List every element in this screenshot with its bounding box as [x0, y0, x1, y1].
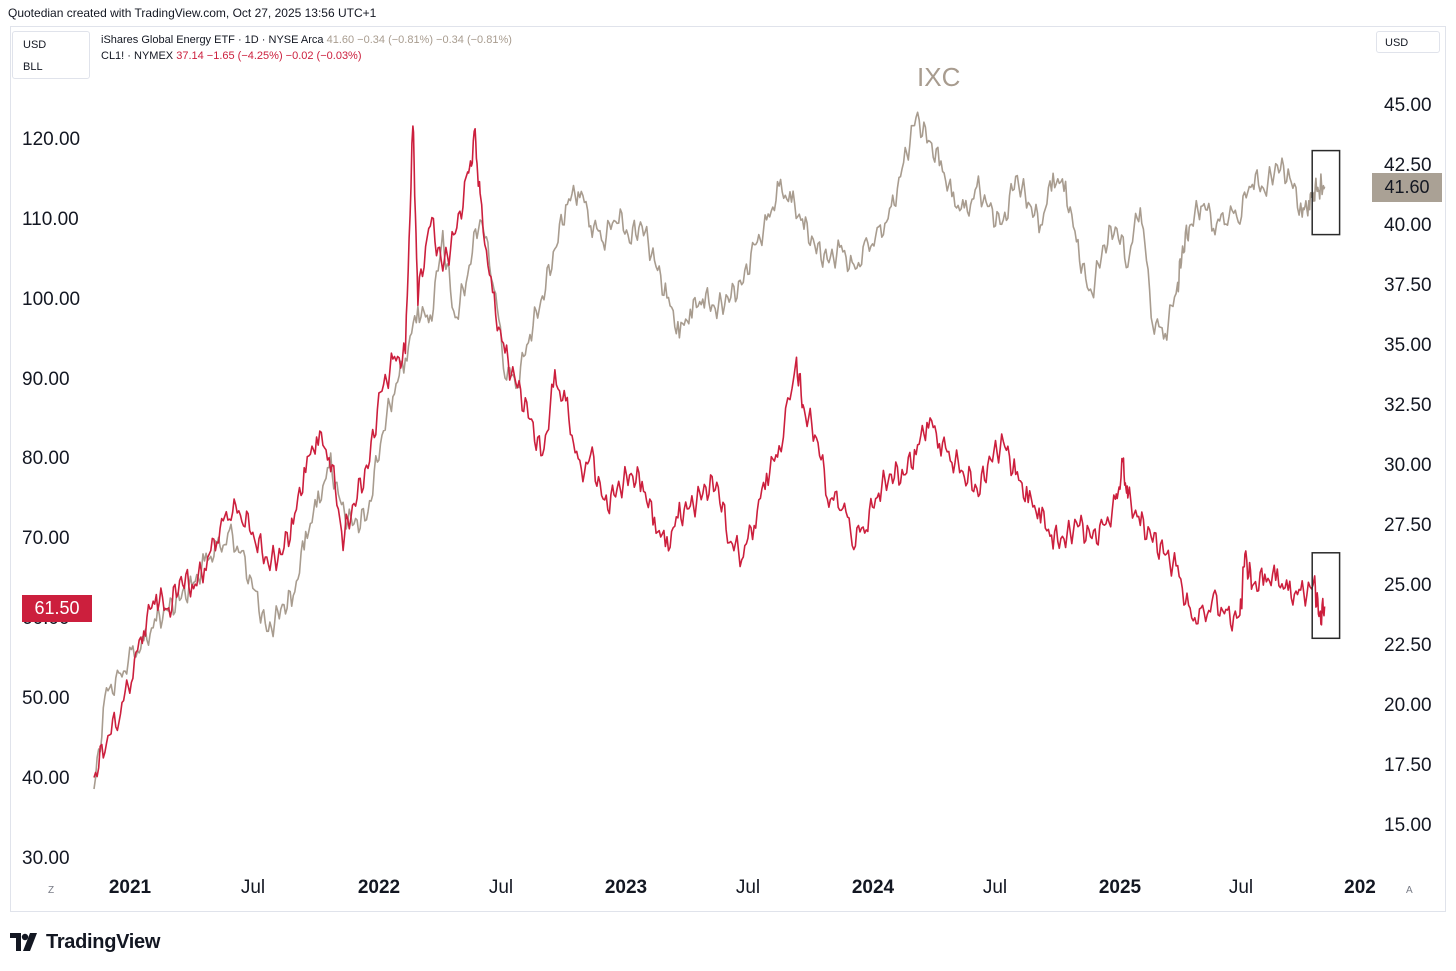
time-tick-label: 2023 — [604, 877, 648, 898]
time-tick-label: 2025 — [1098, 877, 1142, 898]
right-tick-label: 40.00 — [1384, 215, 1432, 236]
zoom-corner-mark[interactable]: Z — [48, 885, 55, 896]
time-tick-label: Jul — [240, 877, 266, 898]
time-tick-label: Jul — [488, 877, 514, 898]
right-tick-label: 42.50 — [1384, 155, 1432, 176]
time-tick-label: Jul — [735, 877, 761, 898]
left-unit-selector[interactable]: USD BLL — [12, 31, 90, 79]
right-tick-label: 32.50 — [1384, 395, 1432, 416]
left-tick-label: 70.00 — [22, 528, 70, 549]
ixc-price-line[interactable] — [93, 111, 1326, 790]
time-tick-label: 202 — [1344, 877, 1376, 898]
left-unit-label: BLL — [23, 61, 43, 73]
legend-ixc[interactable]: iShares Global Energy ETF · 1D · NYSE Ar… — [101, 34, 512, 46]
right-tick-label: 27.50 — [1384, 515, 1432, 536]
left-currency-label: USD — [23, 39, 47, 51]
right-tick-label: 45.00 — [1384, 95, 1432, 116]
series-title-ixc: IXC — [917, 62, 961, 92]
oil-last-price-tag: 61.50 — [22, 595, 92, 622]
auto-scale-corner-mark[interactable]: A — [1406, 885, 1413, 896]
right-tick-label: 25.00 — [1384, 575, 1432, 596]
tradingview-logo[interactable]: TradingView — [10, 929, 160, 955]
right-tick-label: 37.50 — [1384, 275, 1432, 296]
legend-ixc-values: 41.60 −0.34 (−0.81%) −0.34 (−0.81%) — [326, 34, 512, 46]
time-tick-label: 2022 — [357, 877, 401, 898]
right-tick-label: 17.50 — [1384, 755, 1432, 776]
legend-oil-name: CL1! · NYMEX — [101, 50, 174, 62]
ixc-last-price-tag: 41.60 — [1372, 173, 1442, 202]
left-tick-label: 50.00 — [22, 688, 70, 709]
right-tick-label: 35.00 — [1384, 335, 1432, 356]
right-currency-selector[interactable]: USD — [1376, 31, 1440, 53]
chart-caption: Quotedian created with TradingView.com, … — [8, 6, 377, 20]
left-tick-label: 80.00 — [22, 448, 70, 469]
ixc-highlight-box[interactable] — [1311, 149, 1341, 236]
right-tick-label: 22.50 — [1384, 635, 1432, 656]
legend-ixc-name: iShares Global Energy ETF · 1D · NYSE Ar… — [101, 34, 324, 46]
left-tick-label: 120.00 — [22, 129, 81, 150]
time-tick-label: 2021 — [108, 877, 152, 898]
tradingview-logo-icon — [10, 933, 37, 951]
time-tick-label: 2024 — [851, 877, 895, 898]
right-tick-label: 20.00 — [1384, 695, 1432, 716]
tradingview-wordmark: TradingView — [46, 930, 161, 953]
legend-oil-values: 37.14 −1.65 (−4.25%) −0.02 (−0.03%) — [176, 50, 362, 62]
time-tick-label: Jul — [982, 877, 1008, 898]
right-tick-label: 15.00 — [1384, 815, 1432, 836]
left-tick-label: 30.00 — [22, 848, 70, 869]
legend-oil[interactable]: CL1! · NYMEX 37.14 −1.65 (−4.25%) −0.02 … — [101, 50, 362, 62]
left-tick-label: 100.00 — [22, 289, 81, 310]
left-tick-label: 40.00 — [22, 768, 70, 789]
right-tick-label: 30.00 — [1384, 455, 1432, 476]
left-tick-label: 90.00 — [22, 369, 70, 390]
chart-frame[interactable] — [10, 26, 1446, 912]
oil-price-line[interactable] — [93, 125, 1326, 778]
time-tick-label: Jul — [1228, 877, 1254, 898]
oil-highlight-box[interactable] — [1311, 552, 1341, 640]
left-tick-label: 110.00 — [22, 209, 79, 230]
